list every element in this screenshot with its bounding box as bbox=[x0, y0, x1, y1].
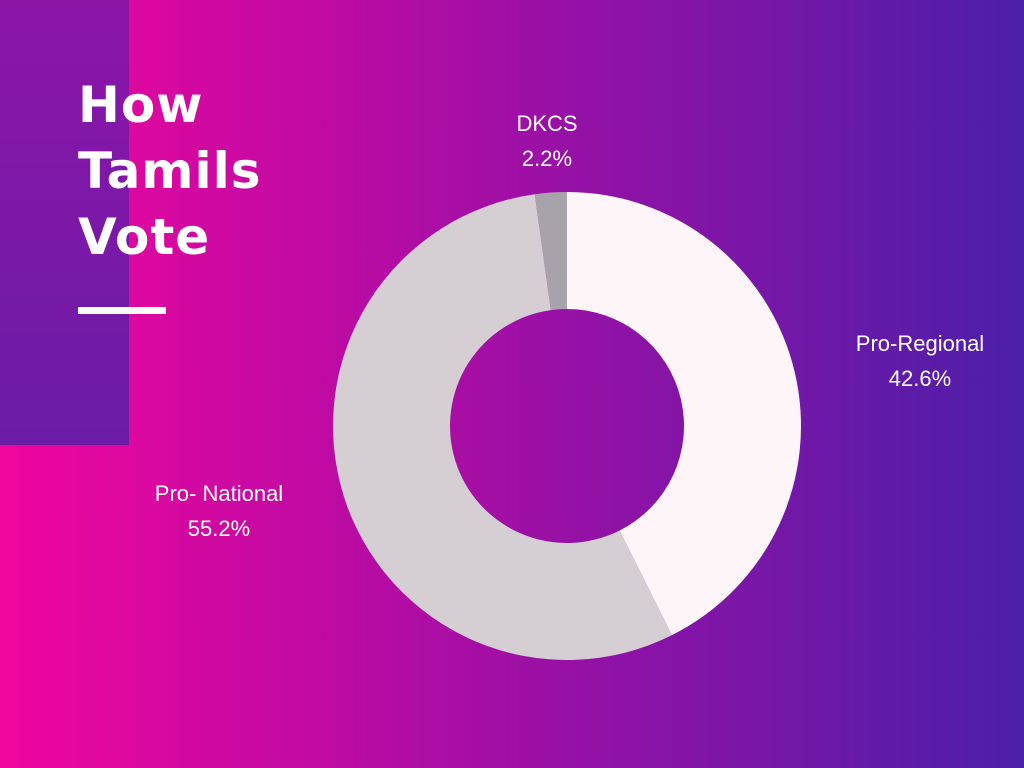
label-dkcs-name: DKCS bbox=[516, 111, 578, 136]
label-pro-regional-value: 42.6% bbox=[888, 366, 952, 391]
label-pro-national: Pro- National 55.2% bbox=[155, 476, 283, 546]
side-panel bbox=[0, 0, 129, 445]
slice-pro-regional bbox=[567, 192, 802, 636]
slice-dkcs bbox=[534, 192, 567, 311]
label-pro-regional-name: Pro-Regional bbox=[855, 331, 985, 356]
label-pro-regional: Pro-Regional 42.6% bbox=[856, 326, 984, 396]
title-line-1: How bbox=[78, 76, 204, 134]
label-pro-national-value: 55.2% bbox=[187, 516, 251, 541]
label-dkcs-value: 2.2% bbox=[521, 146, 573, 171]
title-underline bbox=[78, 307, 166, 314]
label-dkcs: DKCS 2.2% bbox=[516, 106, 577, 176]
title-line-2: Tamils bbox=[78, 142, 262, 200]
page-title: How Tamils Vote bbox=[78, 72, 338, 270]
slice-pro-national bbox=[333, 194, 672, 660]
title-line-3: Vote bbox=[78, 208, 211, 266]
label-pro-national-name: Pro- National bbox=[154, 481, 284, 506]
